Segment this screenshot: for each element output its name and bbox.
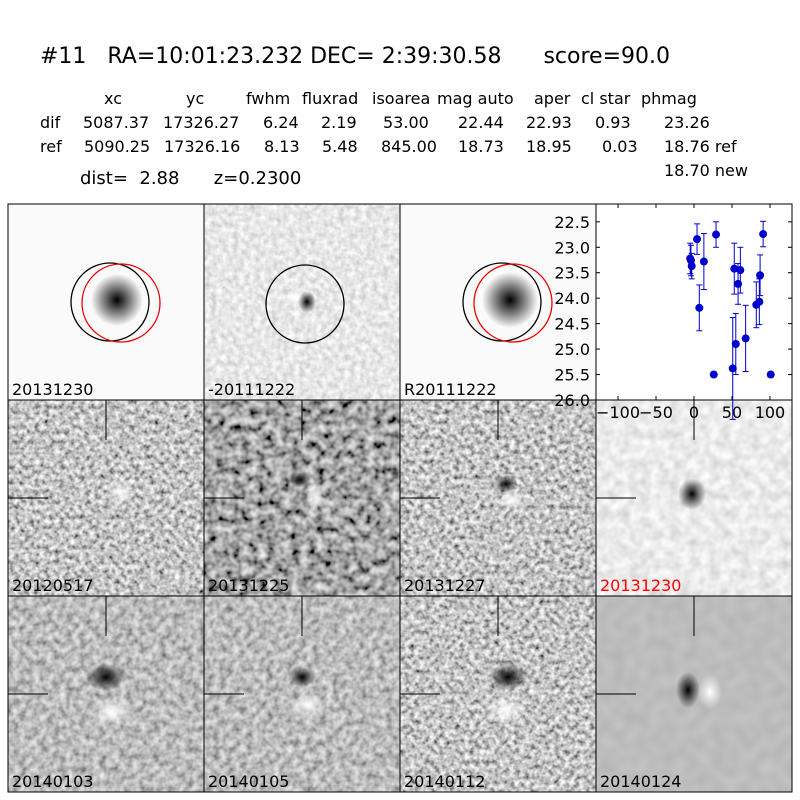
panel-label: 20120517	[12, 576, 93, 595]
title: #11 RA=10:01:23.232 DEC= 2:39:30.58 scor…	[40, 44, 670, 69]
source	[290, 691, 326, 719]
panel-label: 20140112	[404, 772, 485, 791]
y-tick-label: 23.5	[554, 264, 590, 283]
light-curve: 22.5 23.0 23.5 24.0 24.5 25.0 25.5 26.0 −100 −50 0…	[554, 203, 793, 422]
table-cell: 18.76 ref	[664, 137, 737, 156]
panel-label: 20131230	[600, 576, 681, 595]
source	[488, 663, 528, 691]
column-header: aper	[534, 89, 571, 108]
column-header: mag auto	[437, 89, 514, 108]
x-tick-label: 50	[722, 403, 742, 422]
panel-label: R20111222	[404, 380, 497, 399]
source	[676, 672, 700, 708]
panel-frame	[595, 595, 793, 793]
table-cell: 845.00	[381, 137, 437, 156]
panel-label: 20131225	[208, 576, 289, 595]
panel-label: 20131227	[404, 576, 485, 595]
y-tick-label: 24.0	[554, 289, 590, 308]
x-tick-label: 100	[755, 403, 786, 422]
panel-label: 20131230	[12, 380, 93, 399]
panel-label: 20140105	[208, 772, 289, 791]
table-cell: 17326.16	[164, 137, 240, 156]
point	[766, 370, 775, 379]
table: xc yc fwhm fluxrad isoarea mag auto aper cl sta…	[40, 89, 737, 156]
y-tick-label: 23.0	[554, 238, 590, 257]
column-header: fwhm	[246, 89, 290, 108]
column-header: phmag	[641, 89, 697, 108]
point	[736, 266, 745, 275]
table-cell: 23.26	[664, 113, 710, 132]
source	[484, 694, 528, 726]
source	[288, 667, 316, 687]
y-tick-label: 25.0	[554, 340, 590, 359]
table-cell: 18.95	[526, 137, 572, 156]
column-header: fluxrad	[302, 89, 358, 108]
point	[728, 364, 737, 373]
column-header: yc	[186, 89, 204, 108]
y-tick-label: 26.0	[554, 391, 590, 410]
panel-label: 20140124	[600, 772, 681, 791]
source	[498, 488, 526, 512]
row-label: ref	[40, 137, 62, 156]
panel-label: 20140103	[12, 772, 93, 791]
column-header: cl star	[581, 89, 631, 108]
table-cell: 53.00	[383, 113, 429, 132]
point	[695, 303, 704, 312]
point	[734, 279, 743, 288]
point	[731, 340, 740, 348]
aperture-circle	[265, 264, 345, 344]
dist-line: dist= 2.88 z=0.2300	[80, 168, 301, 189]
column-header: xc	[104, 89, 122, 108]
point	[756, 271, 765, 280]
source	[90, 696, 134, 728]
point	[730, 264, 739, 273]
point	[741, 334, 750, 343]
point	[686, 256, 695, 265]
source	[482, 272, 538, 328]
source	[678, 478, 706, 510]
table-cell: 2.19	[321, 113, 357, 132]
table-cell: 18.73	[458, 137, 504, 156]
panels: 20131230 -20111222 R20111222 20120517 201312…	[7, 203, 793, 793]
point	[759, 230, 768, 239]
column-header: isoarea	[372, 89, 430, 108]
table-cell: 17326.27	[163, 113, 239, 132]
panel-label: -20111222	[208, 380, 295, 399]
table-cell: 5087.37	[83, 113, 149, 132]
point	[712, 230, 721, 239]
table-cell: 8.13	[264, 137, 300, 156]
table-cell: 22.93	[526, 113, 572, 132]
source	[86, 663, 126, 691]
source	[698, 674, 722, 710]
aperture-circle	[473, 263, 553, 343]
point	[693, 235, 702, 244]
table-cell: 22.44	[458, 113, 504, 132]
table-cell: 0.03	[602, 137, 638, 156]
row-label: dif	[40, 113, 61, 132]
point	[699, 257, 708, 266]
table-cell: 5090.25	[84, 137, 150, 156]
source	[91, 274, 143, 326]
y-tick-label: 24.5	[554, 315, 590, 334]
point	[709, 370, 718, 379]
table-cell: 6.24	[263, 113, 299, 132]
y-tick-label: 22.5	[554, 213, 590, 232]
source	[290, 472, 310, 488]
x-tick-label: 0	[689, 403, 699, 422]
aperture-circle	[81, 263, 161, 343]
source	[106, 478, 134, 506]
table-note: 18.70 new	[664, 161, 748, 180]
source	[302, 483, 330, 511]
x-tick-label: −50	[639, 403, 673, 422]
table-cell: 5.48	[322, 137, 358, 156]
table-cell: 0.93	[595, 113, 631, 132]
source	[298, 291, 316, 313]
x-tick-label: −100	[596, 403, 640, 422]
y-tick-label: 25.5	[554, 366, 590, 385]
point	[755, 297, 764, 306]
